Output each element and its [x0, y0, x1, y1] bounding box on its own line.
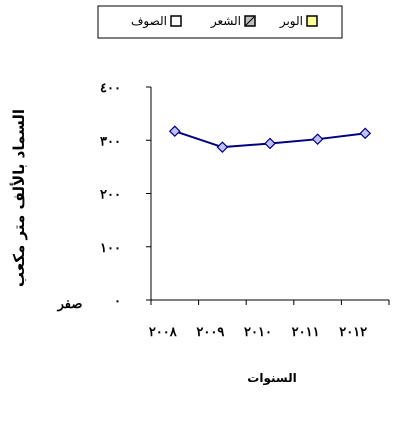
data-point [359, 127, 372, 140]
x-tick-label: ٢٠٠٨ [149, 325, 178, 340]
x-tick-label: ٢٠١٢ [339, 325, 367, 340]
y-tick-label: ٠ [114, 294, 121, 309]
y-tick-label: ١٠٠ [100, 241, 121, 256]
legend-swatch [306, 15, 318, 27]
data-point [168, 125, 181, 138]
x-axis-title: السنوات [247, 371, 296, 386]
legend-label: الوبر [279, 14, 303, 29]
legend: الوبر الشعر الصوف [97, 5, 343, 39]
data-point [216, 141, 229, 154]
x-tick-label: ٢٠١١ [292, 325, 320, 340]
x-tick-label: ٢٠١٠ [244, 325, 272, 340]
data-point [264, 137, 276, 150]
legend-label: الشعر [210, 14, 241, 29]
x-tick-label: ٢٠٠٩ [196, 325, 224, 340]
legend-swatch [170, 15, 182, 27]
legend-label: الصوف [131, 14, 167, 29]
y-tick-label: ٣٠٠ [100, 134, 121, 149]
y-tick-label: ٤٠٠ [100, 81, 121, 96]
y-axis-title: السماد بالألف متر مكعب [10, 109, 28, 287]
legend-box [97, 5, 343, 39]
data-point [311, 133, 324, 146]
legend-swatch-hatch [245, 16, 255, 26]
y-tick-label: ٢٠٠ [100, 188, 121, 203]
zero-label: صفر [57, 297, 83, 312]
